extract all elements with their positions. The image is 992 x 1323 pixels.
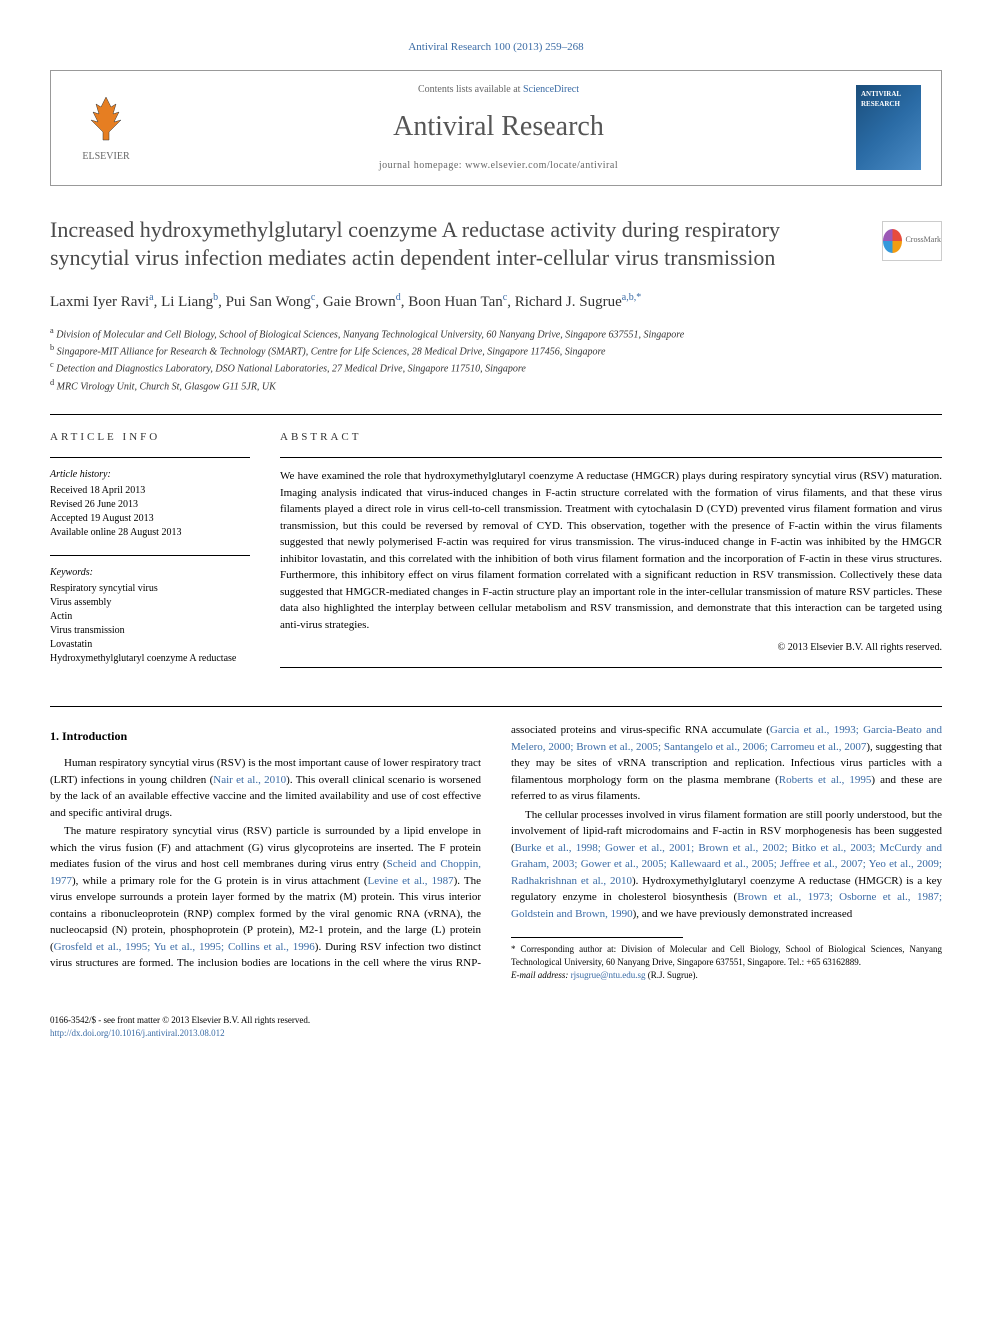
abstract-heading: ABSTRACT <box>280 430 942 445</box>
email-link[interactable]: rjsugrue@ntu.edu.sg <box>571 970 646 980</box>
info-divider <box>280 667 942 668</box>
history-label: Article history: <box>50 468 250 482</box>
footnote-divider <box>511 937 683 938</box>
email-post: (R.J. Sugrue). <box>645 970 697 980</box>
keyword-line: Virus assembly <box>50 596 250 610</box>
section-heading-intro: 1. Introduction <box>50 727 481 745</box>
history-line: Received 18 April 2013 <box>50 484 250 498</box>
keyword-line: Hydroxymethylglutaryl coenzyme A reducta… <box>50 652 250 666</box>
keywords-label: Keywords: <box>50 566 250 580</box>
abstract-column: ABSTRACT We have examined the role that … <box>280 430 942 681</box>
keyword-line: Actin <box>50 610 250 624</box>
abstract-copyright: © 2013 Elsevier B.V. All rights reserved… <box>280 641 942 655</box>
footer-left: 0166-3542/$ - see front matter © 2013 El… <box>50 1014 942 1039</box>
authors-list: Laxmi Iyer Ravia, Li Liangb, Pui San Won… <box>50 291 942 313</box>
doi-label: http://dx.doi.org/ <box>50 1028 111 1038</box>
contents-available: Contents lists available at ScienceDirec… <box>141 83 856 97</box>
history-line: Available online 28 August 2013 <box>50 526 250 540</box>
affiliation-line: d MRC Virology Unit, Church St, Glasgow … <box>50 377 942 394</box>
keyword-line: Respiratory syncytial virus <box>50 582 250 596</box>
journal-header: ELSEVIER Contents lists available at Sci… <box>50 70 942 185</box>
article-history: Article history: Received 18 April 2013R… <box>50 468 250 540</box>
article-info: ARTICLE INFO Article history: Received 1… <box>50 430 250 681</box>
history-line: Revised 26 June 2013 <box>50 498 250 512</box>
header-center: Contents lists available at ScienceDirec… <box>141 83 856 172</box>
journal-cover-thumbnail[interactable]: ANTIVIRAL RESEARCH <box>856 85 921 170</box>
info-abstract-row: ARTICLE INFO Article history: Received 1… <box>50 430 942 681</box>
elsevier-logo[interactable]: ELSEVIER <box>71 92 141 164</box>
divider <box>50 414 942 415</box>
elsevier-label: ELSEVIER <box>71 150 141 164</box>
crossmark-icon <box>883 229 902 253</box>
intro-para-1: Human respiratory syncytial virus (RSV) … <box>50 755 481 821</box>
footnote-email-line: E-mail address: rjsugrue@ntu.edu.sg (R.J… <box>511 969 942 982</box>
crossmark-label: CrossMark <box>905 235 941 245</box>
homepage-url[interactable]: www.elsevier.com/locate/antiviral <box>465 160 618 171</box>
ref-link[interactable]: Nair et al., 2010 <box>213 774 286 786</box>
affiliation-line: a Division of Molecular and Cell Biology… <box>50 325 942 342</box>
article-info-heading: ARTICLE INFO <box>50 430 250 445</box>
affiliations: a Division of Molecular and Cell Biology… <box>50 325 942 394</box>
info-divider <box>50 555 250 556</box>
ref-link[interactable]: Levine et al., 1987 <box>368 875 454 887</box>
body-text: 1. Introduction Human respiratory syncyt… <box>50 722 942 981</box>
ref-link[interactable]: Grosfeld et al., 1995; Yu et al., 1995; … <box>54 941 315 953</box>
elsevier-tree-icon <box>81 92 131 142</box>
crossmark-badge[interactable]: CrossMark <box>882 221 942 261</box>
intro-para-3: The cellular processes involved in virus… <box>511 807 942 923</box>
cover-thumb-label: ANTIVIRAL RESEARCH <box>861 90 921 110</box>
sciencedirect-link[interactable]: ScienceDirect <box>523 84 579 95</box>
contents-prefix: Contents lists available at <box>418 84 523 95</box>
title-text: Increased hydroxymethylglutaryl coenzyme… <box>50 217 780 271</box>
homepage-label: journal homepage: <box>379 160 465 171</box>
keyword-line: Lovastatin <box>50 638 250 652</box>
ref-link[interactable]: Roberts et al., 1995 <box>779 774 872 786</box>
history-line: Accepted 19 August 2013 <box>50 512 250 526</box>
doi-link[interactable]: http://dx.doi.org/10.1016/j.antiviral.20… <box>50 1028 225 1038</box>
p3-post: ), and we have previously demonstrated i… <box>633 908 853 920</box>
footer-doi: http://dx.doi.org/10.1016/j.antiviral.20… <box>50 1027 942 1040</box>
journal-homepage: journal homepage: www.elsevier.com/locat… <box>141 159 856 173</box>
affiliation-line: c Detection and Diagnostics Laboratory, … <box>50 359 942 376</box>
divider <box>50 706 942 707</box>
keyword-line: Virus transmission <box>50 624 250 638</box>
page-footer: 0166-3542/$ - see front matter © 2013 El… <box>50 1006 942 1039</box>
p2-mid1: ), while a primary role for the G protei… <box>72 875 368 887</box>
journal-reference: Antiviral Research 100 (2013) 259–268 <box>50 40 942 55</box>
article-title: Increased hydroxymethylglutaryl coenzyme… <box>50 216 942 273</box>
corresponding-author-footnote: * Corresponding author at: Division of M… <box>511 943 942 981</box>
keywords-block: Keywords: Respiratory syncytial virusVir… <box>50 566 250 666</box>
footnote-corr: * Corresponding author at: Division of M… <box>511 943 942 968</box>
email-label: E-mail address: <box>511 970 571 980</box>
affiliation-line: b Singapore-MIT Alliance for Research & … <box>50 342 942 359</box>
abstract-text: We have examined the role that hydroxyme… <box>280 468 942 633</box>
journal-name: Antiviral Research <box>141 107 856 146</box>
doi-value: 10.1016/j.antiviral.2013.08.012 <box>111 1028 225 1038</box>
footer-copyright: 0166-3542/$ - see front matter © 2013 El… <box>50 1014 942 1027</box>
info-divider <box>280 457 942 458</box>
info-divider <box>50 457 250 458</box>
